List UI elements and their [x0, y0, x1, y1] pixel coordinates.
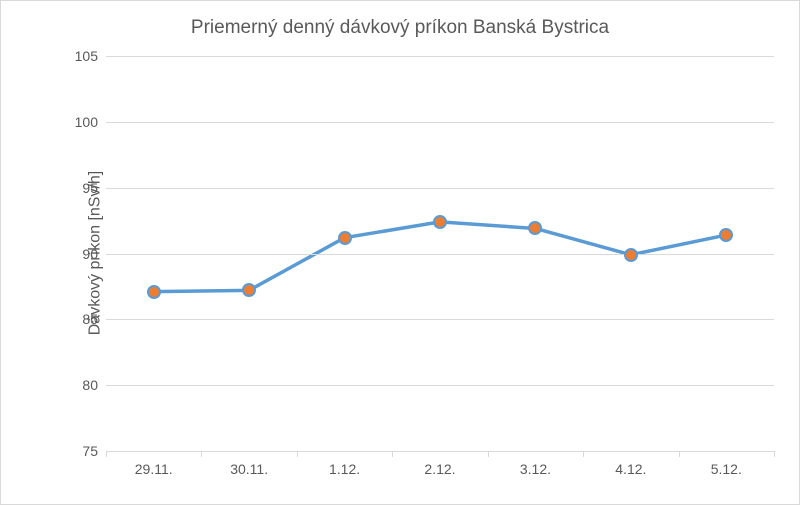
x-tick-mark: [106, 451, 107, 457]
y-tick-label: 90: [82, 246, 106, 262]
data-marker: [433, 215, 447, 229]
x-tick-mark: [774, 451, 775, 457]
x-tick-label: 2.12.: [424, 451, 455, 477]
gridline: [106, 319, 774, 320]
chart-frame: Priemerný denný dávkový príkon Banská By…: [0, 0, 800, 505]
x-tick-mark: [201, 451, 202, 457]
y-tick-label: 95: [82, 180, 106, 196]
data-marker: [528, 221, 542, 235]
x-tick-mark: [583, 451, 584, 457]
gridline: [106, 385, 774, 386]
x-tick-label: 4.12.: [615, 451, 646, 477]
x-tick-label: 30.11.: [230, 451, 268, 477]
y-tick-label: 85: [82, 311, 106, 327]
gridline: [106, 254, 774, 255]
y-tick-label: 75: [82, 443, 106, 459]
data-marker: [147, 285, 161, 299]
x-tick-mark: [679, 451, 680, 457]
x-tick-label: 3.12.: [520, 451, 551, 477]
data-marker: [338, 231, 352, 245]
y-tick-label: 100: [75, 114, 106, 130]
x-tick-mark: [488, 451, 489, 457]
x-tick-label: 5.12.: [711, 451, 742, 477]
data-marker: [719, 228, 733, 242]
gridline: [106, 122, 774, 123]
x-tick-label: 29.11.: [135, 451, 173, 477]
x-tick-label: 1.12.: [329, 451, 360, 477]
data-marker: [624, 248, 638, 262]
y-tick-label: 80: [82, 377, 106, 393]
data-marker: [242, 283, 256, 297]
plot-area: 758085909510010529.11.30.11.1.12.2.12.3.…: [106, 56, 774, 451]
gridline: [106, 56, 774, 57]
chart-title: Priemerný denný dávkový príkon Banská By…: [1, 17, 799, 39]
x-tick-mark: [392, 451, 393, 457]
y-tick-label: 105: [75, 48, 106, 64]
x-tick-mark: [297, 451, 298, 457]
gridline: [106, 188, 774, 189]
